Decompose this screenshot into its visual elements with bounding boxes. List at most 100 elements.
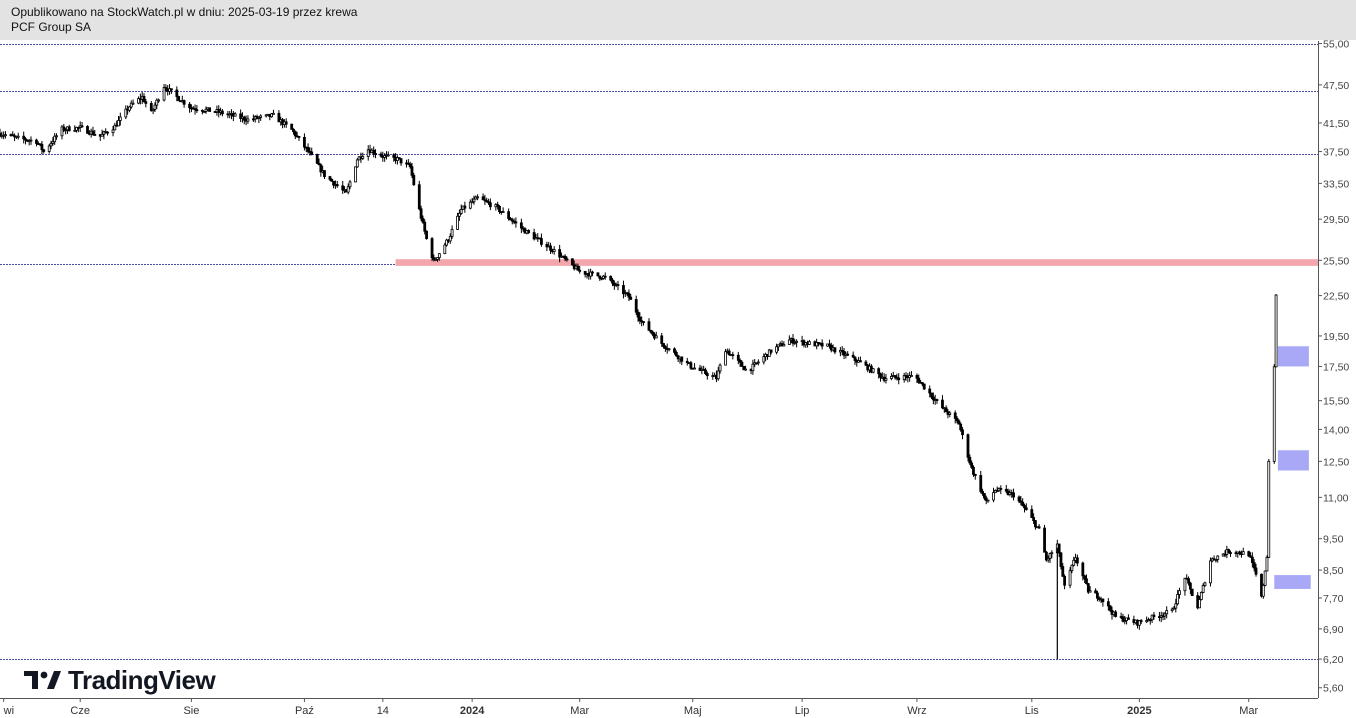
candle — [532, 228, 536, 241]
candle — [966, 433, 970, 462]
candle — [270, 112, 274, 118]
candle-body — [1057, 543, 1061, 554]
candle-body — [425, 230, 428, 240]
candle — [175, 86, 179, 102]
candle-body — [1024, 507, 1028, 510]
candle-body — [820, 342, 824, 347]
candle — [651, 330, 655, 337]
candle — [968, 454, 972, 466]
candle — [1241, 547, 1245, 555]
candle-body — [361, 156, 365, 159]
candle — [815, 338, 819, 350]
y-tick-label: 15,50 — [1323, 396, 1349, 408]
candle-body — [616, 284, 620, 286]
candle — [1187, 576, 1190, 586]
candle — [1101, 598, 1105, 607]
y-tick-label: 9,50 — [1323, 534, 1344, 546]
y-tick-label: 12,50 — [1323, 456, 1349, 468]
candle-body — [399, 158, 403, 164]
candle-body — [445, 239, 449, 246]
candle-body — [1229, 552, 1232, 554]
candle — [1229, 550, 1232, 557]
candle — [306, 143, 310, 154]
tradingview-logo: TradingView — [24, 664, 216, 696]
candle — [162, 83, 166, 102]
candle-body — [986, 499, 990, 502]
candle — [1023, 503, 1026, 513]
candle-body — [1063, 575, 1067, 586]
candle-body — [982, 493, 986, 499]
candle — [64, 127, 68, 135]
candle — [689, 360, 693, 370]
candle-body — [284, 121, 288, 125]
candle — [1094, 588, 1097, 594]
candle-body — [793, 342, 797, 344]
target-box — [1277, 450, 1309, 471]
y-tick-label: 41,50 — [1323, 118, 1349, 130]
candle-body — [118, 116, 122, 121]
candle-body — [468, 201, 472, 209]
candle — [1083, 574, 1087, 584]
candle — [332, 180, 336, 189]
candle — [144, 98, 148, 108]
candle-body — [777, 344, 780, 348]
candle — [1198, 595, 1201, 609]
candle — [100, 129, 104, 137]
candle-body — [270, 113, 274, 118]
candle — [1096, 590, 1099, 602]
candle — [246, 115, 250, 124]
candle-body — [596, 272, 600, 277]
candle — [930, 392, 933, 400]
candle — [982, 493, 986, 501]
candle — [434, 257, 438, 261]
candle-body — [716, 370, 720, 380]
candle-body — [1043, 527, 1046, 553]
candle — [24, 137, 27, 145]
candle-body — [379, 153, 383, 157]
candle — [463, 201, 467, 213]
candle-body — [897, 377, 901, 381]
candle — [1272, 364, 1276, 464]
candle-body — [151, 108, 155, 112]
candle-body — [647, 321, 651, 331]
candle-body — [153, 104, 157, 110]
candle-body — [1101, 598, 1105, 603]
candle — [727, 348, 731, 356]
candle-body — [430, 238, 434, 259]
candle-body — [922, 383, 926, 390]
candle — [1247, 550, 1251, 558]
candle — [576, 263, 580, 271]
target-boxes — [1274, 346, 1311, 589]
candle-body — [673, 348, 676, 353]
candle — [62, 123, 66, 133]
candle — [955, 416, 959, 424]
candle-body — [762, 356, 766, 363]
candle-body — [106, 131, 109, 134]
candle — [257, 116, 261, 124]
candle — [417, 180, 421, 211]
candle-body — [514, 221, 518, 224]
candle — [787, 335, 791, 345]
published-info: Opublikowano na StockWatch.pl w dniu: 20… — [11, 5, 358, 19]
candle — [957, 419, 961, 425]
candle — [1032, 513, 1036, 525]
candle — [519, 218, 523, 234]
candle — [904, 372, 908, 381]
candle — [769, 349, 773, 355]
candle — [1068, 567, 1072, 589]
candles — [0, 83, 1278, 660]
candle-body — [970, 462, 974, 468]
candle-body — [303, 136, 306, 148]
axes: 55,00 47,50 41,50 37,50 33,50 29,50 25,50 22,50… — [0, 39, 1349, 717]
candle-body — [636, 311, 640, 318]
candle — [509, 217, 512, 221]
candle-body — [1201, 585, 1205, 593]
candle — [1174, 598, 1178, 613]
candle-body — [1139, 620, 1143, 623]
candle-body — [1170, 608, 1174, 611]
candle-body — [1086, 583, 1090, 593]
candle — [922, 383, 926, 390]
candle-body — [323, 170, 326, 177]
candle-body — [485, 200, 489, 203]
